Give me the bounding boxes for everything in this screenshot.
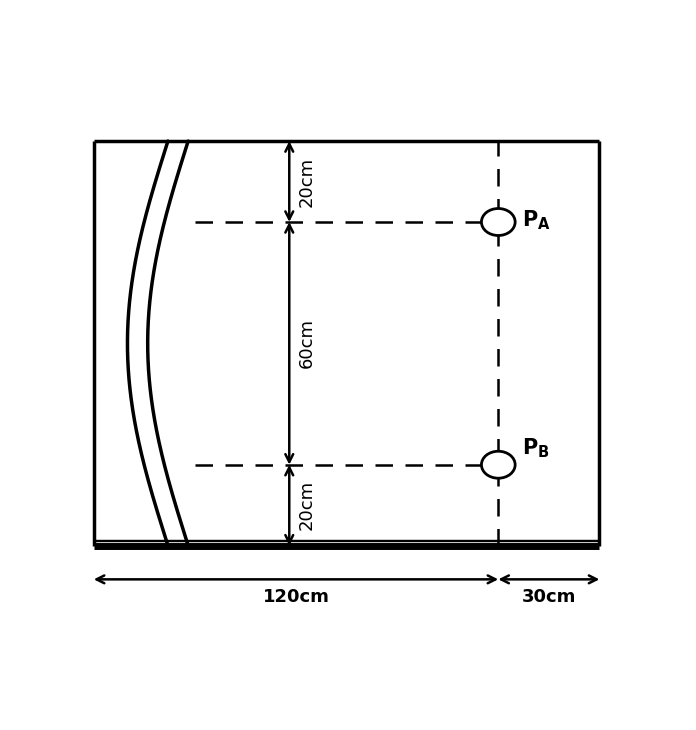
Text: $\mathbf{P}_\mathbf{B}$: $\mathbf{P}_\mathbf{B}$	[522, 436, 550, 460]
Text: 120cm: 120cm	[262, 588, 329, 606]
Text: 20cm: 20cm	[298, 480, 316, 530]
Text: 20cm: 20cm	[298, 156, 316, 207]
Text: 30cm: 30cm	[522, 588, 576, 606]
Ellipse shape	[482, 451, 515, 478]
Text: $\mathbf{P}_\mathbf{A}$: $\mathbf{P}_\mathbf{A}$	[522, 209, 551, 232]
Ellipse shape	[482, 209, 515, 236]
Text: 60cm: 60cm	[298, 318, 316, 369]
